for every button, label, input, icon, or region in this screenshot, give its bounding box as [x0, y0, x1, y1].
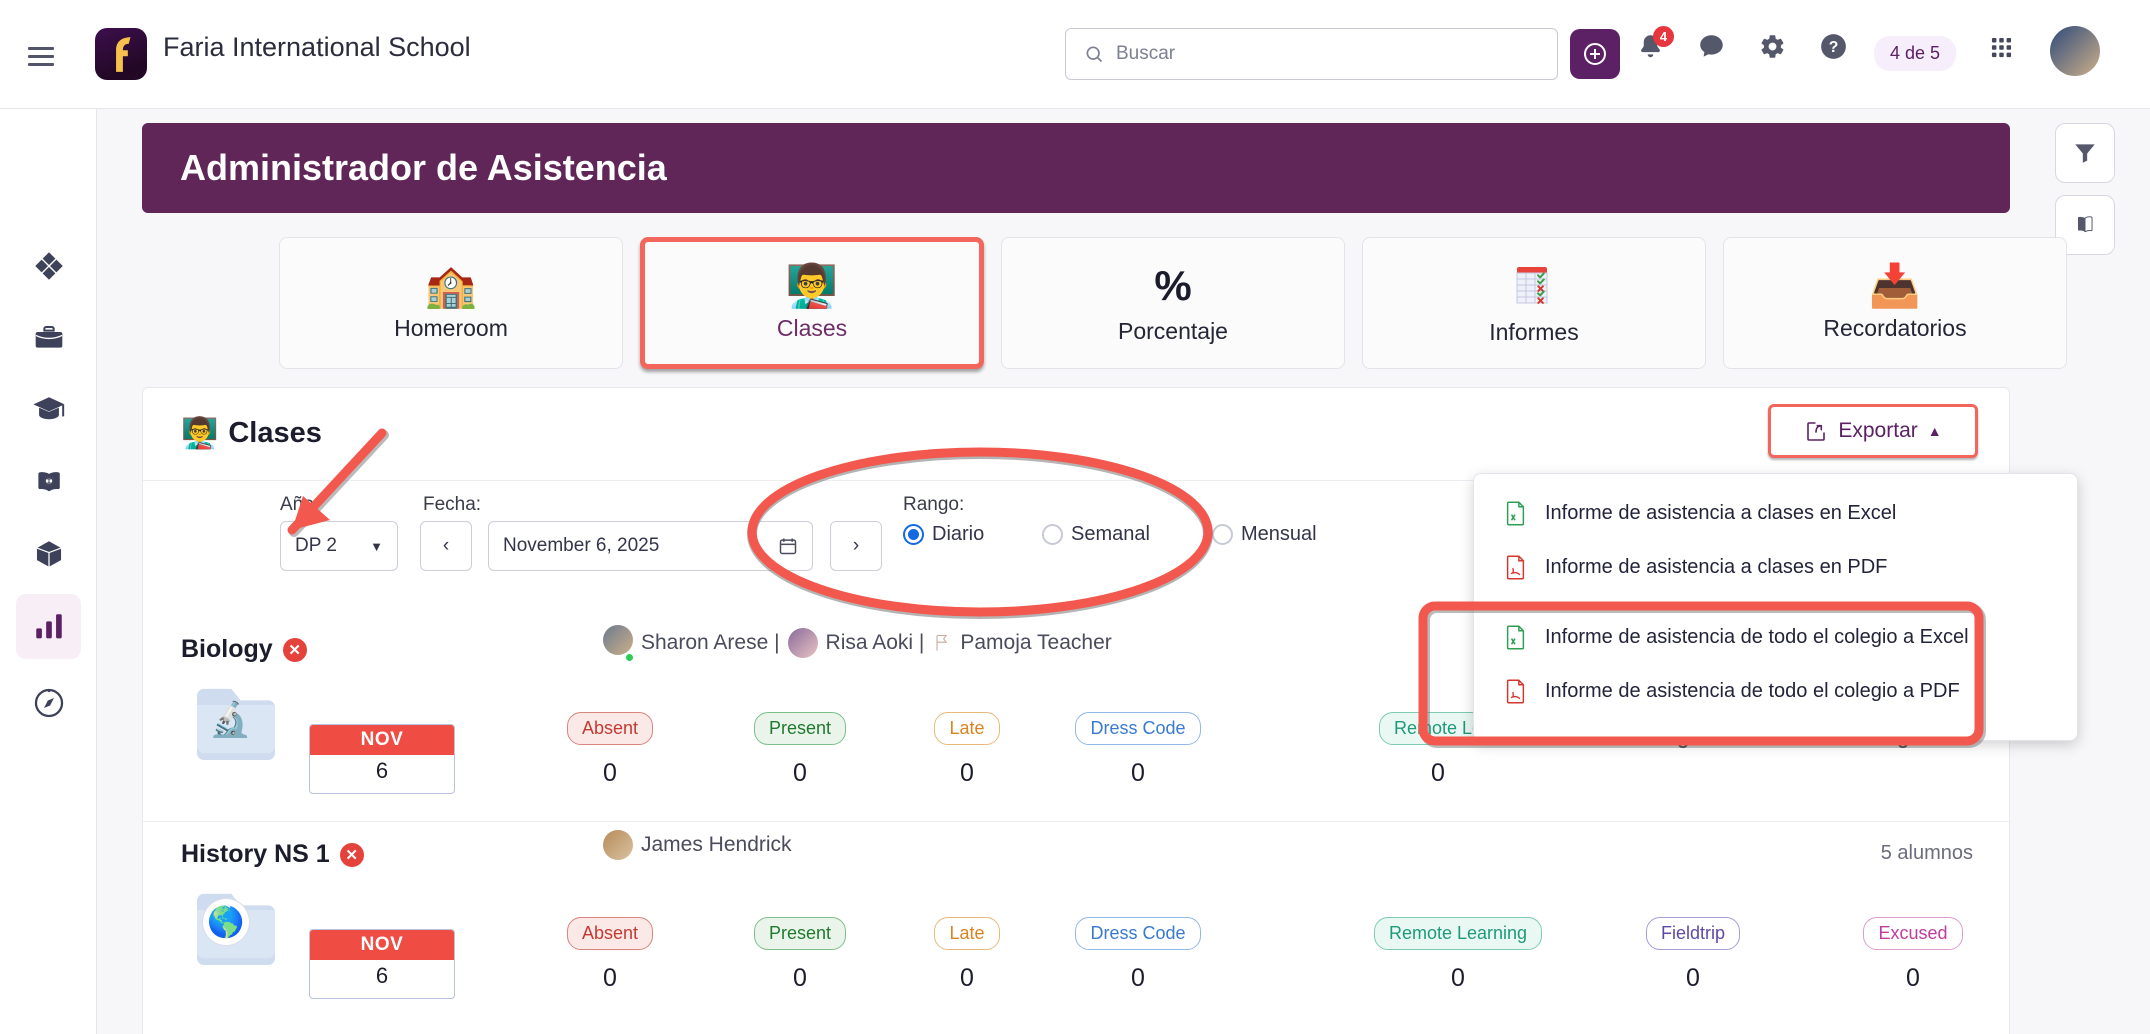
svg-text:?: ?: [1829, 39, 1839, 56]
